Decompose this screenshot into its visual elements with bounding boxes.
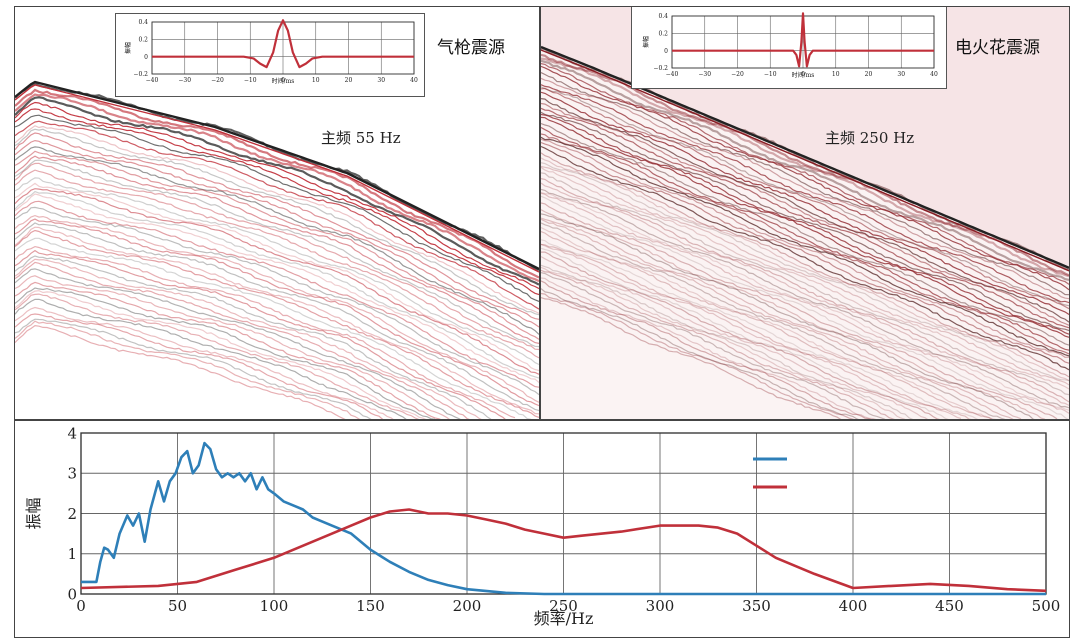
x-tick-label: −30 [698, 71, 711, 78]
series-line-0 [81, 441, 1046, 596]
y-tick-label: 0.2 [138, 36, 148, 43]
airgun-wavelet-inset: −40 −30 −20 −10 0 10 20 30 40 0.4 0.2 0 −0.2 时间/ms 振幅 [115, 13, 425, 97]
x-tick-label: 150 [356, 597, 385, 615]
x-tick-label: 40 [930, 71, 938, 78]
series-line-0 [672, 12, 934, 68]
x-tick-label: 450 [935, 597, 964, 615]
x-tick-label: 20 [865, 71, 873, 78]
y-axis-label: 振幅 [24, 497, 43, 529]
x-tick-label: −40 [666, 71, 679, 78]
y-tick-label: 0 [67, 585, 77, 603]
x-tick-label: 0 [281, 77, 285, 84]
x-tick-label: 0 [76, 597, 86, 615]
y-tick-label: −0.2 [133, 71, 148, 78]
y-tick-label: 0 [144, 54, 148, 61]
sparker-dominant-frequency-label: 主频 250 Hz [825, 129, 915, 147]
x-tick-label: 400 [839, 597, 868, 615]
airgun-seismic-section: 气枪震源 主频 55 Hz −40 −30 −20 −10 0 10 20 30 40 0.4 0.… [14, 6, 540, 420]
grid [151, 21, 415, 75]
y-tick-label: 4 [67, 424, 77, 442]
x-tick-label: −20 [211, 77, 224, 84]
x-axis-label: 时间/ms [792, 71, 815, 79]
x-tick-label: 50 [168, 597, 187, 615]
reflector-lines [15, 82, 539, 419]
x-tick-label: 250 [549, 597, 578, 615]
y-tick-label: 0.4 [658, 13, 668, 20]
series-line-1 [80, 508, 1047, 593]
series-line-0 [152, 19, 414, 69]
y-tick-label: 2 [67, 505, 77, 523]
y-tick-label: −0.2 [653, 65, 668, 72]
reflector-lines [541, 47, 1069, 419]
sparker-wavelet-inset: −40 −30 −20 −10 0 10 20 30 40 0.4 0.2 0 −0.2 时间/ms 振幅 [631, 7, 947, 89]
y-axis-label: 振幅 [124, 42, 132, 54]
sediment-area [541, 47, 1069, 419]
seabed-reflector [15, 80, 539, 271]
x-tick-label: −10 [244, 77, 257, 84]
y-tick-label: 0 [664, 48, 668, 55]
x-tick-label: 350 [742, 597, 771, 615]
airgun-dominant-frequency-label: 主频 55 Hz [321, 129, 401, 147]
x-tick-label: −20 [731, 71, 744, 78]
airgun-wavelet-chart: −40 −30 −20 −10 0 10 20 30 40 0.4 0.2 0 −0.2 时间/ms 振幅 [124, 19, 418, 85]
x-tick-label: 300 [646, 597, 675, 615]
x-axis-label: 频率/Hz [534, 609, 594, 628]
x-tick-label: 20 [345, 77, 353, 84]
x-tick-label: 30 [897, 71, 905, 78]
seabed-reflector [541, 45, 1069, 269]
grid [80, 432, 1047, 595]
x-tick-label: −40 [146, 77, 159, 84]
amplitude-spectrum-panel: 0 50 100 150 200 250 300 350 400 450 500 0 1 2 3 4 频率/Hz… [14, 420, 1070, 638]
airgun-source-label: 气枪震源 [437, 38, 505, 58]
x-tick-label: −30 [178, 77, 191, 84]
x-tick-label: 40 [410, 77, 418, 84]
sparker-section-image [541, 45, 1069, 419]
x-tick-label: 500 [1032, 597, 1061, 615]
x-tick-label: 100 [260, 597, 289, 615]
x-tick-label: 10 [832, 71, 840, 78]
x-tick-label: 0 [801, 71, 805, 78]
y-tick-label: 1 [67, 545, 77, 563]
y-axis-label: 振幅 [642, 36, 650, 48]
y-tick-label: 0.2 [658, 30, 668, 37]
sparker-wavelet-chart: −40 −30 −20 −10 0 10 20 30 40 0.4 0.2 0 −0.2 时间/ms 振幅 [642, 12, 938, 79]
x-tick-label: 30 [377, 77, 385, 84]
x-tick-label: 10 [312, 77, 320, 84]
x-tick-label: −10 [764, 71, 777, 78]
amplitude-spectrum-chart: 0 50 100 150 200 250 300 350 400 450 500 0 1 2 3 4 频率/Hz… [24, 424, 1061, 628]
x-axis-label: 时间/ms [272, 77, 295, 85]
sparker-seismic-section: 电火花震源 主频 250 Hz −40 −30 −20 −10 0 10 20 30 40 0.4… [540, 6, 1070, 420]
y-tick-label: 3 [67, 465, 77, 483]
x-tick-label: 200 [453, 597, 482, 615]
sparker-source-label: 电火花震源 [955, 38, 1040, 58]
y-tick-label: 0.4 [138, 19, 148, 26]
